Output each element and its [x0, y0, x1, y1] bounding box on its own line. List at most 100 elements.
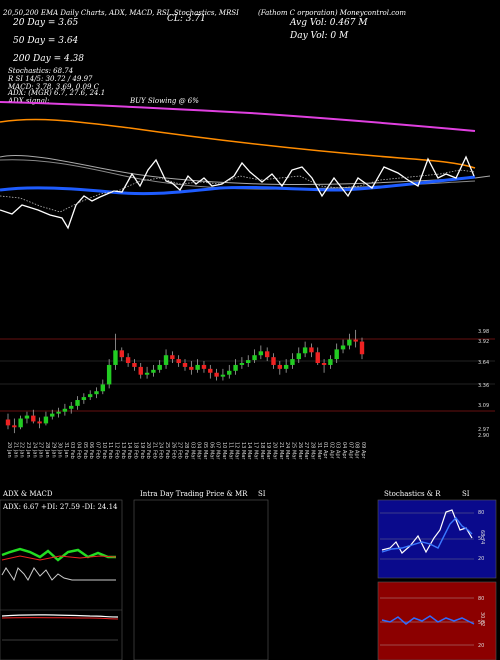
chart-title-right: (Fathom C orporation) Moneycontrol.com [258, 9, 406, 17]
adx-panel-title: ADX & MACD [2, 490, 53, 498]
candle-up [347, 339, 352, 346]
candle-down [176, 359, 181, 364]
date-tick: 10 Mar [221, 442, 227, 460]
date-axis: 20 Jan 21 Jan 22 Jan 23 Jan 24 Jan 27 Jan 28 J… [6, 442, 366, 460]
macd-signal-line [1, 617, 119, 620]
stochastics-value: Stochastics: 68.74 [8, 67, 73, 75]
stoch-panel-title: Stochastics & R [384, 490, 441, 498]
candle-up [81, 397, 87, 401]
candle-up [106, 364, 112, 385]
candle-up [69, 405, 74, 409]
price-tick: 2.97 [478, 427, 489, 433]
candlestick-series [5, 329, 365, 434]
rsi-tick: 50 [478, 620, 484, 626]
date-tick: 07 Apr [347, 442, 353, 460]
candle-up [334, 349, 339, 360]
date-tick: 27 Feb [177, 442, 183, 459]
candle-up [328, 359, 333, 365]
candle-up [296, 353, 301, 360]
date-tick: 29 Jan [50, 442, 56, 458]
buy-signal: BUY Slowing @ 6% [129, 97, 199, 105]
date-tick: 12 Mar [234, 442, 240, 460]
candle-up [163, 355, 169, 365]
candle-down [12, 425, 17, 428]
date-tick: 20 Jan [6, 442, 12, 458]
stoch-tick: 80 [478, 510, 484, 516]
date-tick: 25 Mar [290, 442, 296, 460]
price-tick: 3.92 [478, 339, 489, 345]
stoch-tick: 50 [478, 536, 484, 542]
candle-up [157, 364, 162, 370]
date-tick: 25 Feb [164, 442, 170, 459]
ema-orange-line [0, 118, 476, 169]
date-tick: 24 Feb [158, 442, 164, 459]
avg-volume: Avg Vol: 0.467 M [289, 18, 368, 28]
date-tick: 18 Feb [132, 442, 138, 459]
candle-up [246, 360, 251, 364]
date-tick: 04 Apr [341, 442, 347, 460]
candle-down [315, 352, 320, 364]
intraday-panel-frame [133, 499, 269, 660]
ema20-label: 20 Day = 3.65 [12, 18, 79, 28]
candle-down [182, 363, 188, 367]
date-tick: 11 Feb [107, 442, 113, 459]
date-tick: 11 Mar [227, 442, 233, 460]
candle-down [5, 419, 11, 426]
candle-up [258, 351, 264, 356]
date-tick: 08 Apr [354, 442, 360, 460]
date-tick: 30 Jan [57, 442, 63, 458]
date-tick: 17 Mar [253, 442, 259, 460]
candle-up [144, 372, 150, 375]
stoch-tick: 20 [478, 556, 484, 562]
candle-down [321, 363, 327, 365]
candle-down [37, 421, 42, 424]
candle-up [151, 369, 156, 373]
date-tick: 22 Jan [19, 442, 25, 458]
candle-up [340, 345, 346, 350]
candle-up [18, 418, 23, 428]
date-tick: 24 Jan [31, 442, 37, 458]
date-tick: 18 Mar [259, 442, 265, 460]
rsi-tick: 80 [478, 596, 484, 602]
candle-up [100, 384, 106, 392]
date-tick: 21 Feb [151, 442, 157, 459]
candle-up [233, 364, 238, 371]
date-tick: 05 Feb [82, 442, 88, 459]
candle-down [119, 350, 124, 358]
price-tick: 3.64 [478, 360, 489, 366]
date-tick: 01 Apr [322, 442, 328, 460]
candle-up [302, 347, 308, 354]
candle-up [195, 364, 200, 370]
intraday-panel: Intra Day Trading Price & MR SI [133, 490, 269, 660]
ema200-label: 200 Day = 4.38 [12, 54, 84, 64]
date-tick: 07 Mar [215, 442, 221, 460]
adx-signal-label: ADX signal: [7, 97, 49, 105]
date-tick: 07 Feb [95, 442, 101, 459]
date-tick: 19 Feb [139, 442, 145, 459]
stoch-panel-si: SI [462, 490, 470, 498]
ema50-label: 50 Day = 3.64 [13, 36, 79, 46]
adx-green-line [1, 547, 116, 562]
candle-up [239, 363, 245, 365]
candle-down [31, 415, 36, 422]
candle-down [201, 364, 207, 369]
date-tick: 14 Mar [246, 442, 252, 460]
candle-up [290, 359, 295, 365]
close-price: CL: 3.71 [167, 14, 206, 24]
date-tick: 10 Feb [101, 442, 107, 459]
candle-up [56, 411, 61, 414]
date-tick: 06 Feb [88, 442, 94, 459]
date-tick: 28 Jan [44, 442, 50, 458]
candle-down [138, 366, 143, 375]
intraday-panel-si: SI [258, 490, 266, 498]
date-tick: 14 Feb [126, 442, 132, 459]
date-tick: 09 Apr [360, 442, 366, 460]
date-tick: 26 Mar [297, 442, 303, 460]
stoch-d-line [381, 516, 473, 553]
candle-down [359, 341, 365, 355]
ema200-line [0, 101, 476, 132]
date-tick: 24 Mar [284, 442, 290, 460]
candle-down [125, 357, 131, 364]
rsi-value: 30.72 [479, 612, 485, 626]
